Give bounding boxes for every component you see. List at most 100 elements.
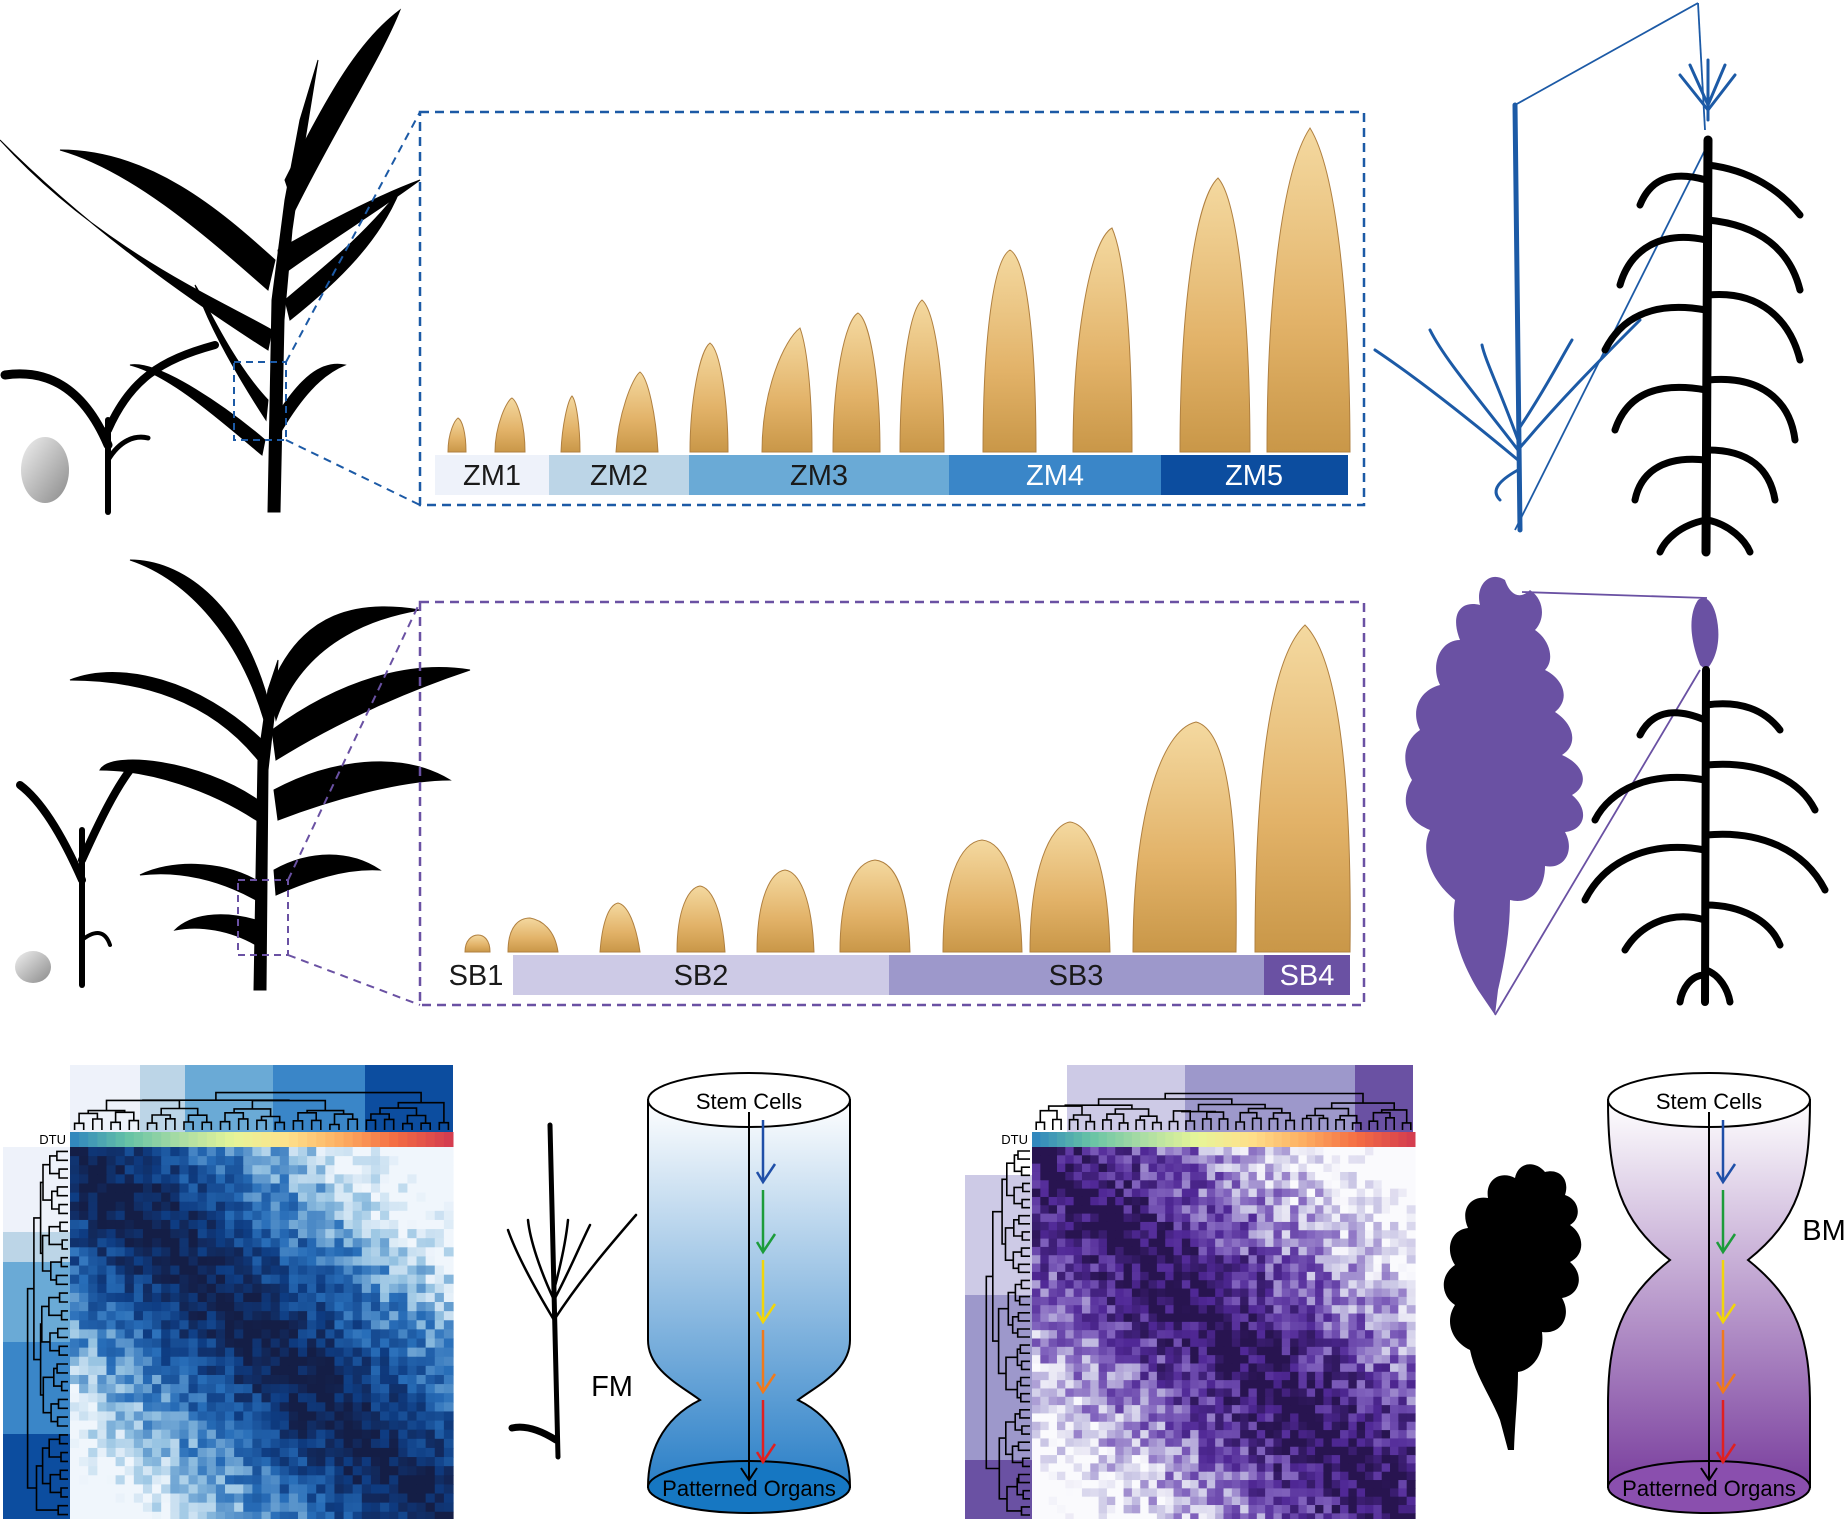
heatmap-cell	[1190, 1188, 1200, 1198]
heatmap-cell	[1348, 1363, 1358, 1373]
heatmap-cell	[1090, 1196, 1100, 1206]
heatmap-cell	[1156, 1371, 1166, 1381]
heatmap-cell	[106, 1210, 117, 1221]
stage-segment-zm2	[549, 455, 689, 495]
heatmap-cell	[170, 1147, 181, 1157]
heatmap-cell	[1323, 1338, 1333, 1348]
heatmap-cell	[407, 1183, 418, 1194]
heatmap-cell	[1081, 1471, 1091, 1481]
maize-correlation-heatmap	[70, 1147, 454, 1519]
heatmap-cell	[398, 1238, 409, 1248]
heatmap-cell	[1198, 1463, 1208, 1473]
heatmap-cell	[1273, 1288, 1283, 1298]
dtu-cell	[1223, 1132, 1233, 1147]
heatmap-cell	[370, 1457, 381, 1467]
heatmap-cell	[1040, 1188, 1050, 1198]
heatmap-cell	[1098, 1355, 1108, 1365]
heatmap-cell	[325, 1420, 336, 1431]
heatmap-cell	[1131, 1330, 1141, 1340]
heatmap-cell	[1198, 1488, 1208, 1498]
heatmap-cell	[1181, 1230, 1191, 1240]
heatmap-cell	[352, 1274, 363, 1285]
heatmap-cell	[1348, 1496, 1358, 1506]
heatmap-cell	[261, 1311, 272, 1321]
heatmap-cell	[1223, 1205, 1233, 1215]
dtu-cell	[1131, 1132, 1141, 1147]
heatmap-cell	[316, 1238, 326, 1248]
heatmap-cell	[297, 1174, 308, 1185]
heatmap-cell	[243, 1229, 253, 1239]
heatmap-cell	[1281, 1421, 1291, 1431]
heatmap-cell	[1123, 1380, 1133, 1390]
dtu-cell	[1106, 1132, 1116, 1147]
heatmap-cell	[1356, 1413, 1366, 1423]
dtu-cell	[1173, 1132, 1183, 1147]
heatmap-cell	[1231, 1313, 1241, 1323]
heatmap-cell	[79, 1201, 89, 1212]
heatmap-cell	[152, 1329, 162, 1340]
heatmap-cell	[1315, 1380, 1325, 1390]
heatmap-cell	[1323, 1396, 1333, 1406]
heatmap-cell	[343, 1256, 354, 1267]
heatmap-cell	[334, 1283, 345, 1294]
heatmap-cell	[1265, 1463, 1275, 1473]
heatmap-cell	[179, 1429, 190, 1440]
heatmap-cell	[1190, 1147, 1200, 1156]
heatmap-cell	[1090, 1180, 1100, 1190]
heatmap-cell	[115, 1192, 126, 1203]
heatmap-cell	[334, 1256, 345, 1267]
heatmap-cell	[1040, 1413, 1050, 1423]
heatmap-cell	[352, 1247, 363, 1258]
heatmap-cell	[1140, 1163, 1150, 1173]
heatmap-cell	[1065, 1296, 1075, 1306]
heatmap-cell	[1223, 1288, 1233, 1298]
heatmap-cell	[288, 1174, 299, 1185]
heatmap-cell	[88, 1429, 98, 1440]
heatmap-cell	[1032, 1505, 1041, 1514]
heatmap-cell	[1323, 1246, 1333, 1256]
heatmap-cell	[1231, 1321, 1241, 1331]
heatmap-cell	[1256, 1155, 1266, 1165]
heatmap-cell	[1065, 1513, 1075, 1519]
heatmap-cell	[1181, 1413, 1191, 1423]
heatmap-cell	[1248, 1330, 1258, 1340]
heatmap-cell	[206, 1402, 217, 1413]
heatmap-cell	[1098, 1413, 1108, 1423]
heatmap-cell	[1340, 1430, 1349, 1440]
heatmap-cell	[1056, 1255, 1066, 1265]
progression-arrowhead	[755, 1303, 777, 1325]
heatmap-cell	[1123, 1213, 1133, 1223]
heatmap-cell	[352, 1192, 363, 1203]
heatmap-cell	[443, 1320, 454, 1330]
heatmap-cell	[352, 1183, 363, 1194]
heatmap-cell	[1373, 1305, 1383, 1315]
heatmap-cell	[1348, 1471, 1358, 1481]
heatmap-cell	[115, 1402, 126, 1413]
heatmap-cell	[1248, 1171, 1258, 1181]
heatmap-cell	[1073, 1221, 1083, 1231]
heatmap-cell	[261, 1365, 272, 1376]
heatmap-cell	[1365, 1171, 1374, 1181]
heatmap-cell	[1048, 1413, 1058, 1423]
heatmap-cell	[1198, 1296, 1208, 1306]
heatmap-cell	[1348, 1147, 1358, 1156]
heatmap-cell	[1115, 1321, 1125, 1331]
heatmap-cell	[1231, 1246, 1241, 1256]
heatmap-cell	[1306, 1405, 1316, 1415]
heatmap-cell	[1273, 1188, 1283, 1198]
heatmap-cell	[1215, 1363, 1225, 1373]
heatmap-cell	[1081, 1505, 1091, 1514]
heatmap-cell	[1098, 1338, 1108, 1348]
heatmap-cell	[279, 1511, 290, 1519]
heatmap-cell	[1306, 1380, 1316, 1390]
heatmap-cell	[1048, 1147, 1058, 1156]
heatmap-cell	[1073, 1246, 1083, 1256]
heatmap-cell	[1090, 1313, 1100, 1323]
heatmap-cell	[443, 1384, 454, 1394]
heatmap-cell	[1148, 1421, 1158, 1431]
heatmap-cell	[1340, 1163, 1349, 1173]
heatmap-cell	[1373, 1430, 1383, 1440]
heatmap-cell	[234, 1438, 244, 1449]
heatmap-cell	[88, 1247, 98, 1258]
heatmap-cell	[1173, 1338, 1183, 1348]
